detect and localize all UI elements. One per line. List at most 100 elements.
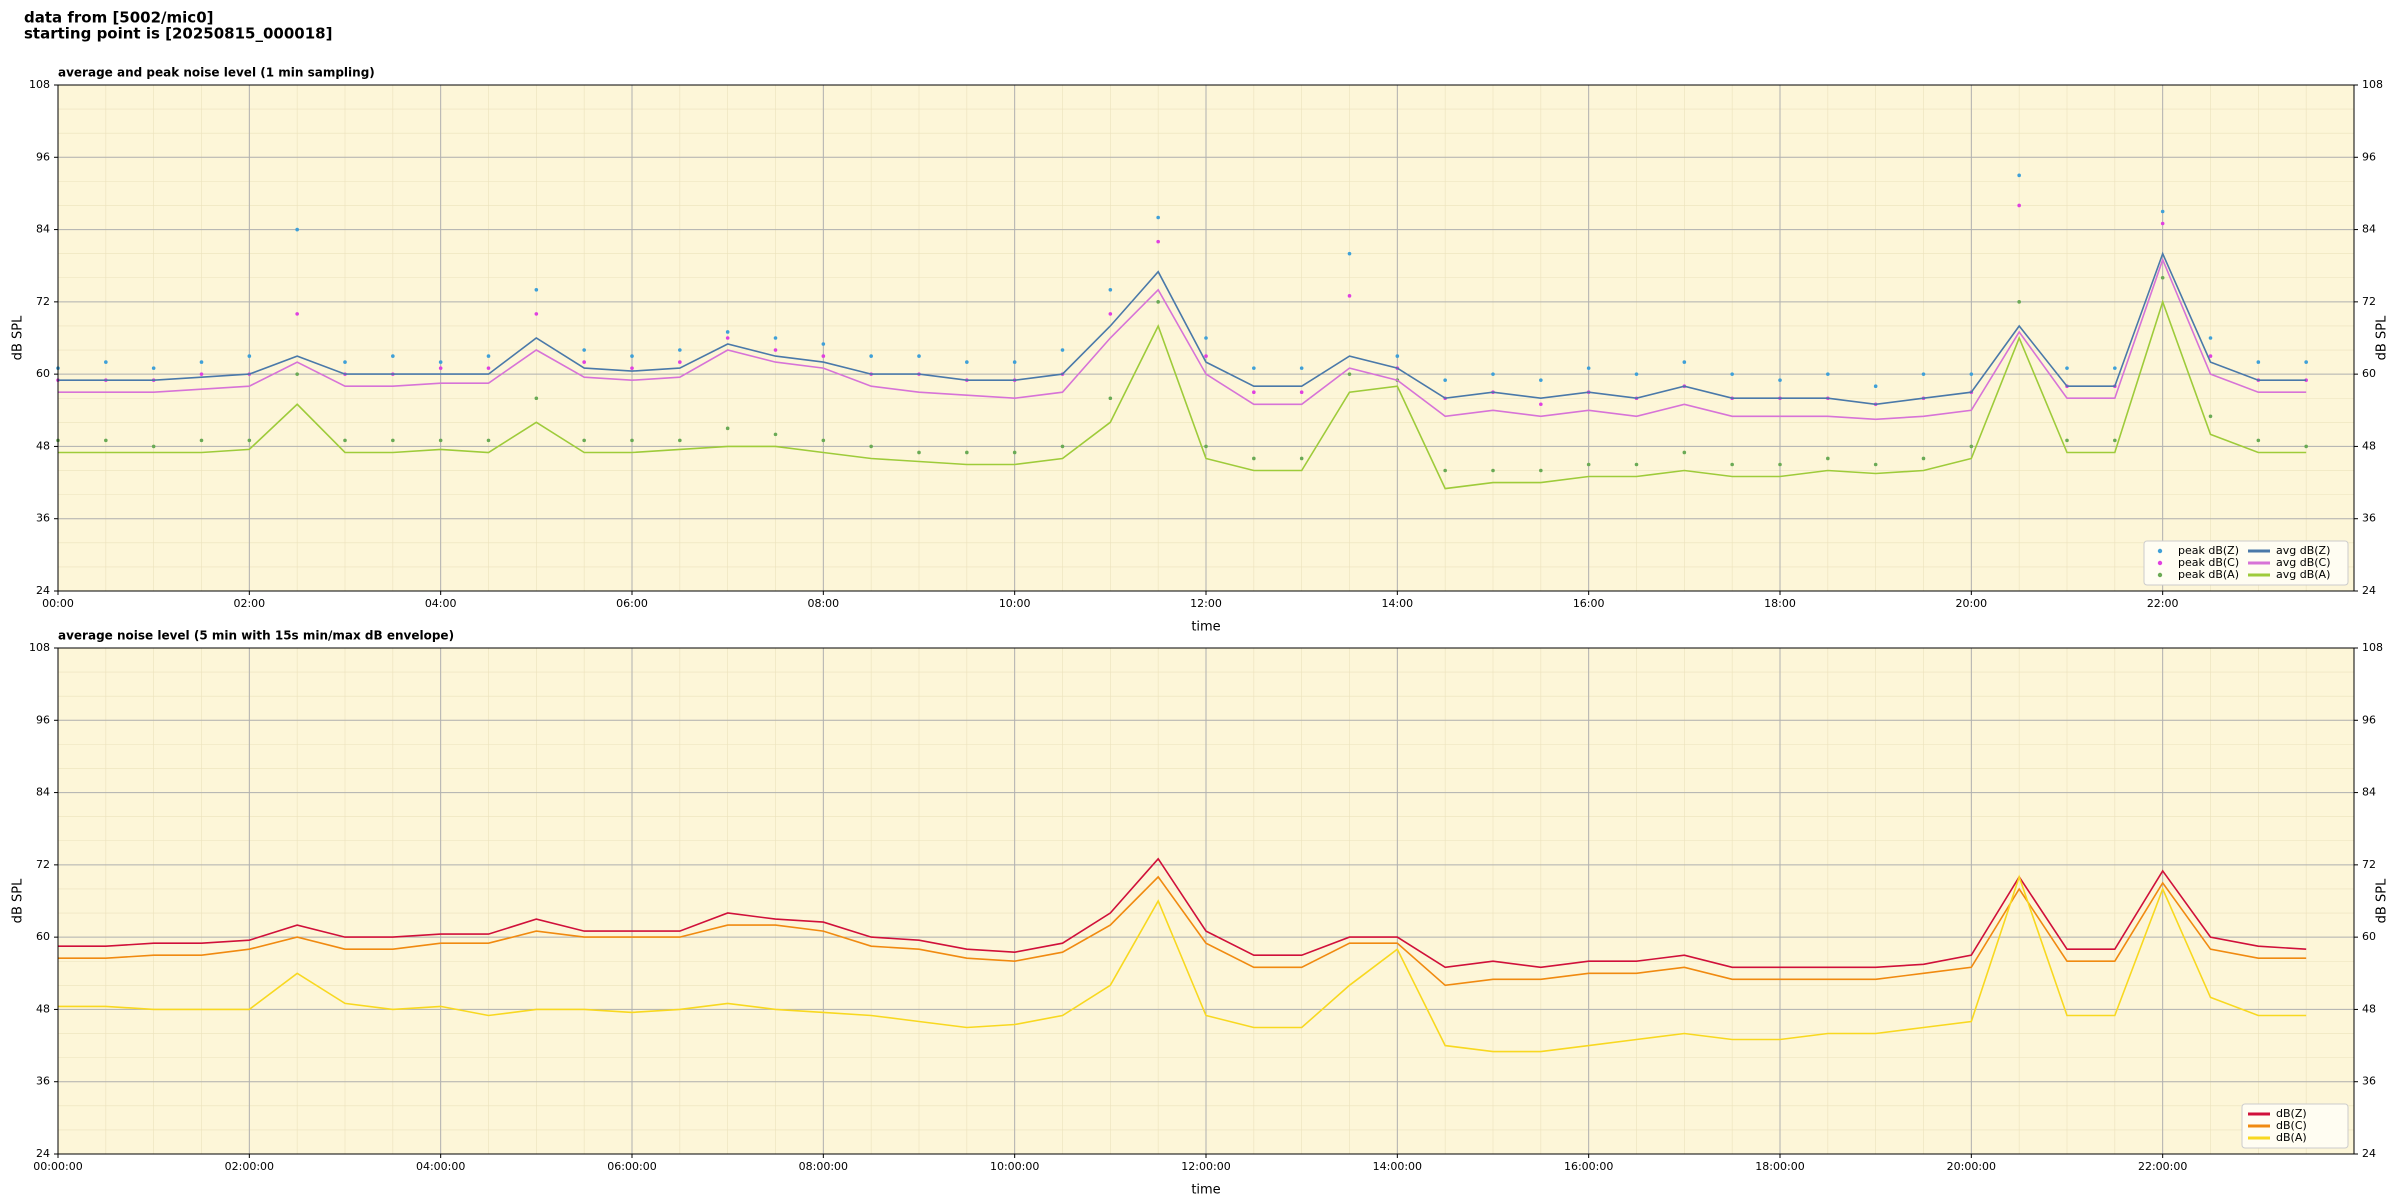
- y-axis-label: dB SPL: [2375, 315, 2390, 360]
- peak-point: [725, 336, 730, 340]
- peak-point: [2160, 221, 2165, 226]
- peak-point: [1252, 390, 1256, 395]
- peak-point: [1299, 456, 1304, 461]
- x-axis-label: time: [1191, 620, 1220, 635]
- x-tick-label: 22:00: [2147, 597, 2179, 610]
- legend-label: peak dB(Z): [2178, 544, 2239, 557]
- peak-point: [104, 360, 108, 364]
- peak-point: [2160, 275, 2165, 280]
- peak-point: [1060, 348, 1065, 352]
- peak-point: [104, 438, 108, 443]
- peak-point: [1252, 456, 1256, 461]
- peak-point: [1299, 390, 1304, 395]
- legend-label: peak dB(C): [2178, 556, 2239, 569]
- peak-point: [2113, 438, 2117, 443]
- header-line: starting point is [20250815_000018]: [24, 25, 332, 43]
- peak-point: [1778, 378, 1782, 382]
- y-tick-label: 48: [2362, 439, 2376, 452]
- peak-point: [295, 372, 299, 376]
- peak-point: [486, 366, 491, 370]
- peak-point: [1060, 444, 1065, 449]
- peak-point: [1252, 366, 1256, 370]
- peak-point: [1730, 372, 1734, 376]
- chart-title: average noise level (5 min with 15s min/…: [58, 629, 454, 643]
- y-tick-label: 72: [2362, 295, 2376, 308]
- peak-point: [630, 354, 634, 358]
- y-tick-label: 108: [29, 641, 50, 654]
- peak-point: [391, 438, 395, 443]
- y-tick-label: 36: [36, 1075, 50, 1088]
- legend-label: avg dB(Z): [2276, 544, 2330, 557]
- peak-point: [1921, 372, 1926, 376]
- peak-point: [869, 354, 873, 358]
- x-tick-label: 22:00:00: [2138, 1160, 2187, 1173]
- y-tick-label: 36: [36, 512, 50, 525]
- peak-point: [486, 354, 491, 358]
- y-tick-label: 96: [36, 713, 50, 726]
- y-tick-label: 72: [2362, 858, 2376, 871]
- peak-point: [678, 348, 682, 352]
- x-tick-label: 16:00:00: [1564, 1160, 1613, 1173]
- peak-point: [630, 438, 634, 443]
- x-tick-label: 08:00: [807, 597, 839, 610]
- peak-point: [1778, 462, 1782, 467]
- peak-point: [1347, 372, 1352, 376]
- peak-point: [534, 396, 539, 401]
- plot-frame: [57, 647, 2355, 1155]
- peak-point: [199, 360, 204, 364]
- legend-label: peak dB(A): [2178, 568, 2239, 581]
- peak-point: [1443, 378, 1447, 382]
- peak-point: [582, 348, 586, 352]
- peak-point: [1539, 378, 1543, 382]
- peak-point: [486, 438, 491, 443]
- peak-point: [965, 360, 969, 364]
- x-tick-label: 18:00: [1764, 597, 1796, 610]
- x-tick-label: 00:00:00: [33, 1160, 82, 1173]
- series-line: [58, 257, 2307, 421]
- x-tick-label: 06:00:00: [607, 1160, 656, 1173]
- peak-point: [1491, 372, 1495, 376]
- series-line: [58, 857, 2307, 969]
- peak-point: [2208, 414, 2213, 419]
- peak-point: [1634, 372, 1639, 376]
- peak-point: [1299, 366, 1304, 370]
- y-tick-label: 60: [2362, 367, 2376, 380]
- peak-point: [630, 366, 634, 370]
- series-line: [58, 874, 2307, 1053]
- x-tick-label: 12:00: [1190, 597, 1222, 610]
- x-tick-label: 10:00:00: [990, 1160, 1039, 1173]
- peak-point: [2256, 438, 2261, 443]
- x-tick-label: 08:00:00: [799, 1160, 848, 1173]
- peak-point: [821, 354, 826, 358]
- y-axis-label: dB SPL: [11, 878, 26, 923]
- series-line: [58, 299, 2307, 490]
- x-tick-label: 16:00: [1573, 597, 1605, 610]
- peak-point: [773, 432, 778, 437]
- y-tick-label: 108: [2362, 78, 2383, 91]
- peak-point: [1108, 288, 1113, 292]
- y-tick-label: 36: [2362, 1075, 2376, 1088]
- peak-point: [151, 366, 156, 370]
- chart-title: average and peak noise level (1 min samp…: [58, 66, 375, 80]
- peak-point: [438, 366, 443, 370]
- y-tick-label: 84: [36, 786, 50, 799]
- peak-point: [295, 227, 299, 232]
- y-tick-label: 96: [2362, 713, 2376, 726]
- peak-point: [678, 438, 682, 443]
- peak-point: [534, 312, 539, 316]
- x-tick-label: 10:00: [999, 597, 1031, 610]
- peak-point: [2256, 360, 2261, 364]
- peak-point: [582, 438, 586, 443]
- peak-point: [1586, 366, 1591, 370]
- peak-point: [2208, 336, 2213, 340]
- peak-point: [247, 438, 252, 443]
- y-tick-label: 72: [36, 295, 50, 308]
- peak-point: [2017, 173, 2021, 178]
- peak-point: [2113, 366, 2117, 370]
- peak-point: [1873, 462, 1878, 467]
- peak-point: [343, 360, 347, 364]
- y-tick-label: 84: [2362, 786, 2376, 799]
- y-tick-label: 108: [29, 78, 50, 91]
- x-tick-label: 14:00: [1381, 597, 1413, 610]
